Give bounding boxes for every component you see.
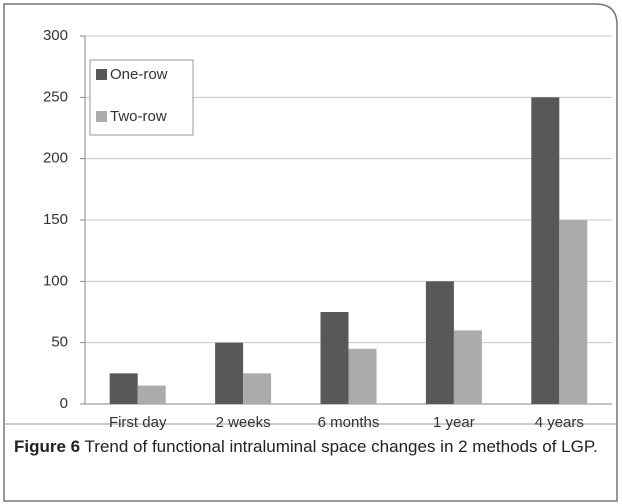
y-tick-label: 0 <box>60 395 68 412</box>
legend-swatch <box>96 69 107 80</box>
bar <box>243 373 272 404</box>
bar <box>320 312 349 404</box>
bar <box>109 373 138 404</box>
x-tick-label: 4 years <box>535 414 584 431</box>
y-tick-label: 50 <box>51 334 68 351</box>
x-tick-label: 6 months <box>318 414 380 431</box>
y-tick-label: 200 <box>43 150 68 167</box>
frame <box>3 3 618 502</box>
bar <box>425 281 454 404</box>
legend-box <box>89 59 194 136</box>
x-tick-label: 1 year <box>433 414 475 431</box>
bar <box>531 97 560 404</box>
y-tick-label: 100 <box>43 272 68 289</box>
bar <box>137 385 166 404</box>
y-tick-label: 150 <box>43 211 68 228</box>
caption-text: Trend of functional intraluminal space c… <box>84 437 598 456</box>
bar <box>453 330 482 404</box>
bar <box>559 220 588 404</box>
caption: Figure 6 Trend of functional intralumina… <box>14 431 609 462</box>
x-tick-label: 2 weeks <box>216 414 271 431</box>
legend-label: One-row <box>110 66 168 83</box>
caption-label: Figure 6 <box>14 437 81 456</box>
legend-label: Two-row <box>110 108 167 125</box>
x-tick-label: First day <box>109 414 167 431</box>
y-tick-label: 300 <box>43 27 68 44</box>
bar <box>348 348 377 404</box>
bar <box>215 342 244 404</box>
y-tick-label: 250 <box>43 88 68 105</box>
legend-swatch <box>96 111 107 122</box>
